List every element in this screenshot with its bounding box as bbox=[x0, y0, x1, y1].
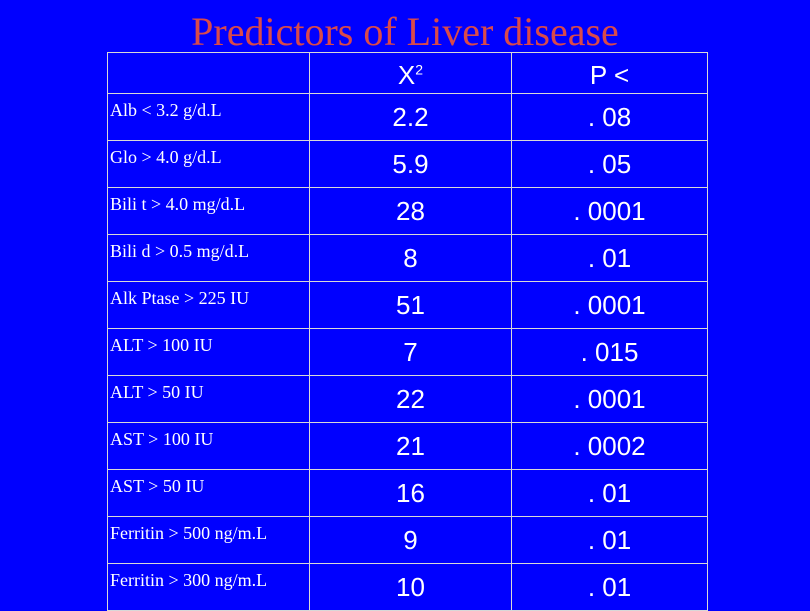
row-label: Alk Ptase > 225 IU bbox=[107, 281, 310, 329]
row-p-value: . 05 bbox=[511, 140, 708, 188]
page-title: Predictors of Liver disease bbox=[191, 9, 619, 54]
row-p-value: . 0001 bbox=[511, 281, 708, 329]
chi-superscript: 2 bbox=[415, 61, 424, 78]
predictors-table: X2 P < Alb < 3.2 g/d.L 2.2. 08 Glo > 4.0 g… bbox=[107, 52, 708, 611]
table-row: Bili t > 4.0 mg/d.L 28. 0001 bbox=[107, 187, 708, 235]
table-row: Alk Ptase > 225 IU 51. 0001 bbox=[107, 281, 708, 329]
row-label: Ferritin > 300 ng/m.L bbox=[107, 563, 310, 611]
table-row: ALT > 100 IU 7. 015 bbox=[107, 328, 708, 376]
row-label: Glo > 4.0 g/d.L bbox=[107, 140, 310, 188]
row-p-value: . 01 bbox=[511, 563, 708, 611]
table-row: Ferritin > 300 ng/m.L 10. 01 bbox=[107, 563, 708, 611]
row-chi-square: 10 bbox=[309, 563, 512, 611]
row-p-value: . 0001 bbox=[511, 187, 708, 235]
row-chi-square: 22 bbox=[309, 375, 512, 423]
table-row: AST > 100 IU 21. 0002 bbox=[107, 422, 708, 470]
row-chi-square: 28 bbox=[309, 187, 512, 235]
row-chi-square: 16 bbox=[309, 469, 512, 517]
row-p-value: . 01 bbox=[511, 516, 708, 564]
table-row: AST > 50 IU 16. 01 bbox=[107, 469, 708, 517]
row-chi-square: 5.9 bbox=[309, 140, 512, 188]
row-chi-square: 7 bbox=[309, 328, 512, 376]
table-row: ALT > 50 IU 22. 0001 bbox=[107, 375, 708, 423]
row-label: Bili t > 4.0 mg/d.L bbox=[107, 187, 310, 235]
row-p-value: . 0001 bbox=[511, 375, 708, 423]
row-chi-square: 8 bbox=[309, 234, 512, 282]
table-row: Ferritin > 500 ng/m.L 9. 01 bbox=[107, 516, 708, 564]
row-p-value: . 01 bbox=[511, 469, 708, 517]
table-row: Bili d > 0.5 mg/d.L 8. 01 bbox=[107, 234, 708, 282]
row-label: AST > 50 IU bbox=[107, 469, 310, 517]
row-chi-square: 2.2 bbox=[309, 93, 512, 141]
row-label: AST > 100 IU bbox=[107, 422, 310, 470]
row-chi-square: 51 bbox=[309, 281, 512, 329]
row-label: Ferritin > 500 ng/m.L bbox=[107, 516, 310, 564]
row-p-value: . 08 bbox=[511, 93, 708, 141]
header-label-cell bbox=[107, 52, 310, 94]
table-header-row: X2 P < bbox=[107, 52, 708, 94]
row-label: ALT > 100 IU bbox=[107, 328, 310, 376]
row-p-value: . 015 bbox=[511, 328, 708, 376]
table-row: Alb < 3.2 g/d.L 2.2. 08 bbox=[107, 93, 708, 141]
row-chi-square: 21 bbox=[309, 422, 512, 470]
row-label: Alb < 3.2 g/d.L bbox=[107, 93, 310, 141]
row-p-value: . 01 bbox=[511, 234, 708, 282]
row-label: ALT > 50 IU bbox=[107, 375, 310, 423]
row-label: Bili d > 0.5 mg/d.L bbox=[107, 234, 310, 282]
row-p-value: . 0002 bbox=[511, 422, 708, 470]
header-chi-square: X2 bbox=[309, 52, 512, 94]
table-row: Glo > 4.0 g/d.L 5.9. 05 bbox=[107, 140, 708, 188]
header-p-value: P < bbox=[511, 52, 708, 94]
row-chi-square: 9 bbox=[309, 516, 512, 564]
chi-symbol: X bbox=[397, 60, 416, 90]
